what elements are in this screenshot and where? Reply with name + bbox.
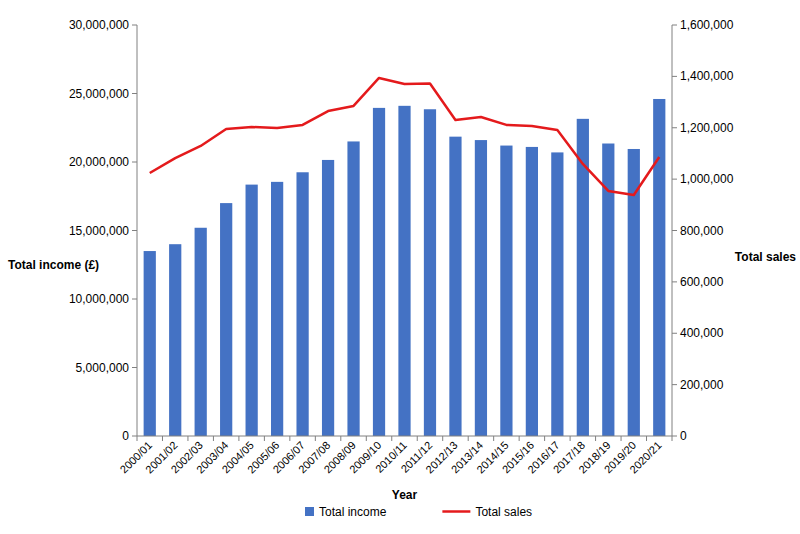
bar <box>373 108 385 436</box>
y2-tick-label: 1,000,000 <box>680 172 734 186</box>
y-tick <box>132 230 137 231</box>
y-tick <box>132 93 137 94</box>
bar <box>322 160 334 436</box>
x-tick <box>366 436 367 441</box>
bar <box>628 149 640 436</box>
y2-tick-label: 200,000 <box>680 378 724 392</box>
x-axis-line <box>137 436 672 437</box>
y-tick-label: 15,000,000 <box>69 224 129 238</box>
bar <box>271 182 283 436</box>
x-tick <box>162 436 163 441</box>
x-tick <box>646 436 647 441</box>
x-tick <box>442 436 443 441</box>
y-tick-label: 25,000,000 <box>69 87 129 101</box>
y-tick <box>132 299 137 300</box>
bar <box>449 137 461 436</box>
y2-axis-title: Total sales <box>735 250 796 264</box>
y-tick <box>132 367 137 368</box>
y-tick <box>132 162 137 163</box>
x-tick <box>595 436 596 441</box>
x-tick <box>289 436 290 441</box>
bar <box>475 140 487 436</box>
x-tick-label: 2020/21 <box>627 439 664 476</box>
x-tick <box>340 436 341 441</box>
x-tick <box>315 436 316 441</box>
y-axis-title: Total income (£) <box>8 258 99 272</box>
x-tick <box>493 436 494 441</box>
bar <box>398 106 410 436</box>
y2-tick-label: 600,000 <box>680 275 724 289</box>
bar <box>653 99 665 436</box>
y-tick-label: 10,000,000 <box>69 292 129 306</box>
bar <box>144 251 156 436</box>
y2-tick <box>672 25 677 26</box>
x-tick <box>187 436 188 441</box>
marks <box>144 78 666 436</box>
bar <box>500 146 512 436</box>
x-tick <box>544 436 545 441</box>
bar <box>220 203 232 436</box>
chart: 0 5,000,000 10,000,000 15,000,000 20,000,000… <box>0 0 800 534</box>
legend-label: Total sales <box>475 505 532 519</box>
y-tick <box>132 436 137 437</box>
x-tick <box>137 436 138 441</box>
x-tick <box>264 436 265 441</box>
bar <box>296 172 308 436</box>
y-tick-label: 30,000,000 <box>69 18 129 32</box>
bar <box>347 141 359 436</box>
x-tick <box>238 436 239 441</box>
bar <box>551 152 563 436</box>
bar <box>195 228 207 436</box>
legend: Total income Total sales <box>305 505 532 519</box>
bar <box>577 119 589 436</box>
line <box>150 78 660 195</box>
y2-tick <box>672 384 677 385</box>
y2-tick <box>672 230 677 231</box>
bar <box>169 244 181 436</box>
x-tick <box>213 436 214 441</box>
x-tick <box>519 436 520 441</box>
bar <box>526 147 538 436</box>
x-tick <box>621 436 622 441</box>
y2-tick <box>672 179 677 180</box>
legend-swatch <box>442 510 470 513</box>
y2-tick <box>672 127 677 128</box>
y-tick-label: 20,000,000 <box>69 155 129 169</box>
x-tick <box>570 436 571 441</box>
y2-tick-label: 1,600,000 <box>680 18 734 32</box>
y2-tick <box>672 333 677 334</box>
y2-tick-label: 800,000 <box>680 224 724 238</box>
legend-label: Total income <box>319 505 387 519</box>
legend-swatch <box>305 507 314 516</box>
y2-tick <box>672 76 677 77</box>
y-tick <box>132 25 137 26</box>
x-tick <box>468 436 469 441</box>
x-tick <box>417 436 418 441</box>
x-tick <box>391 436 392 441</box>
y2-tick-label: 1,400,000 <box>680 69 734 83</box>
bar <box>424 109 436 436</box>
x-tick <box>672 436 673 441</box>
y2-tick <box>672 436 677 437</box>
bar <box>246 185 258 436</box>
y-tick-label: 5,000,000 <box>76 361 130 375</box>
y2-tick-label: 0 <box>680 429 687 443</box>
y2-tick-label: 1,200,000 <box>680 121 734 135</box>
x-axis-title: Year <box>392 488 418 502</box>
y-tick-label: 0 <box>122 429 129 443</box>
y2-tick-label: 400,000 <box>680 326 724 340</box>
y2-tick <box>672 281 677 282</box>
